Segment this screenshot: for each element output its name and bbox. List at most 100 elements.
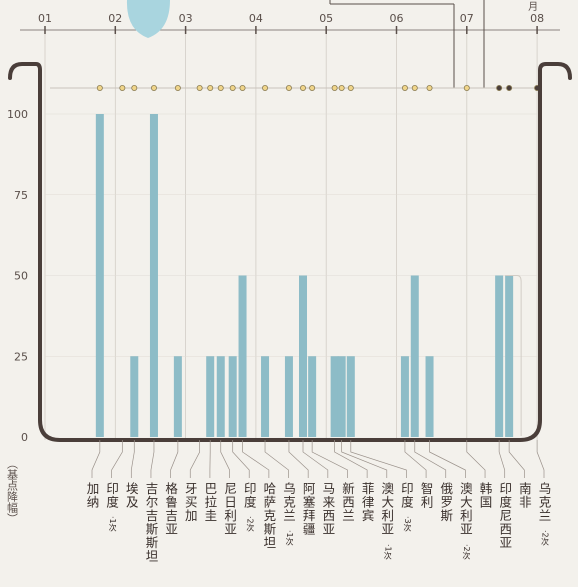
event-dot [331,85,338,92]
event-dot [229,85,236,92]
category-note: ·1次 [285,530,294,547]
category-label: 乌克兰 [281,481,296,523]
event-dot [131,85,138,92]
leader-line [498,440,506,478]
water-drop [126,0,170,38]
event-dot [401,85,408,92]
bar [228,356,237,437]
event-dot [119,85,126,92]
leader-line [91,440,101,478]
category-note: ·3次 [403,516,412,533]
leader-line [288,440,309,478]
category-label: 智利 [419,481,434,509]
bar [130,356,139,437]
leader-line [130,440,135,478]
month-tick-label: 02 [108,12,122,25]
event-dot [463,85,470,92]
event-dot [285,85,292,92]
y-tick-label: 25 [14,350,28,363]
event-dot [506,85,513,92]
month-tick-label: 08 [530,12,544,25]
y-tick-label: 0 [21,431,28,444]
month-tick-label: 07 [460,12,474,25]
leader-line [334,440,368,478]
event-dot [196,85,203,92]
event-dot [174,85,181,92]
event-dot [411,85,418,92]
water-drop-decoration [126,0,170,38]
month-tick-label: 03 [179,12,193,25]
event-dot [338,85,345,92]
bar [216,356,225,437]
event-dot [262,85,269,92]
y-axis-title-text: （基点降幅） [6,458,19,524]
bar [173,356,182,437]
leader-line [264,440,289,478]
category-label: 印度 [399,482,414,509]
category-label: 澳大利亚 [458,482,473,536]
month-unit-label: 月 [528,1,538,13]
bar [299,275,308,437]
category-label: 加纳 [85,482,100,509]
event-dot [309,85,316,92]
leader-line [414,440,447,478]
leader-line [170,440,179,478]
leader-line [189,440,201,478]
category-label: 马来西亚 [320,482,335,536]
category-label: 印度尼西亚 [497,482,512,550]
event-dot [426,85,433,92]
pot-outline [8,62,572,442]
category-label: 俄罗斯 [438,482,453,523]
bar [149,114,158,437]
bar [284,356,293,437]
category-label: 尼日利亚 [222,482,237,536]
month-tick-label: 01 [38,12,52,25]
category-note: ·2次 [541,530,550,547]
bars-layer [95,114,522,437]
category-note: ·1次 [108,516,117,533]
leader-line [242,440,270,478]
event-dot [300,85,307,92]
leader-line [150,440,155,478]
bar-outline [505,275,522,436]
leader-line [341,440,388,478]
leader-line [232,440,250,478]
category-label: 乌克兰 [537,481,552,523]
bar [238,275,247,437]
leader-line [429,440,466,478]
y-tick-label: 100 [7,108,28,121]
y-tick-label: 75 [14,189,28,202]
bar [495,275,504,437]
leader-lines [91,440,545,478]
leader-line [508,440,525,478]
event-dot [217,85,224,92]
category-label: 牙买加 [183,482,198,523]
month-tick-label: 06 [390,12,404,25]
leader-line [220,440,230,478]
category-label: 吉尔吉斯斯坦 [143,482,158,563]
event-dot [96,85,103,92]
bar [337,356,346,437]
month-tick-label: 05 [319,12,333,25]
event-dot [150,85,157,92]
category-label: 埃及 [124,482,139,509]
category-label: 印度 [104,482,119,509]
category-label: 菲律宾 [360,482,375,523]
bar [330,356,339,437]
category-label: 印度 [242,482,257,509]
category-label: 新西兰 [340,481,355,523]
category-note: ·2次 [246,516,255,533]
category-label: 澳大利亚 [379,482,394,536]
leader-line [111,440,123,478]
category-label: 南非 [517,481,532,509]
category-labels: 加纳 印度·1次埃及 吉尔吉斯斯坦 格鲁吉亚 牙买加 巴拉圭 尼日利亚 印度·2次 哈萨克斯坦乌… [85,481,552,563]
y-axis: 0 25 50 75 100 [7,85,541,444]
bar [206,356,215,437]
category-note: ·1次 [383,544,392,561]
month-axis: 01 02 03 04 05 06 07 08月 [20,0,560,440]
y-tick-label: 50 [14,270,28,283]
leader-line [536,440,545,478]
leader-line [311,440,348,478]
category-note: ·2次 [462,544,471,561]
